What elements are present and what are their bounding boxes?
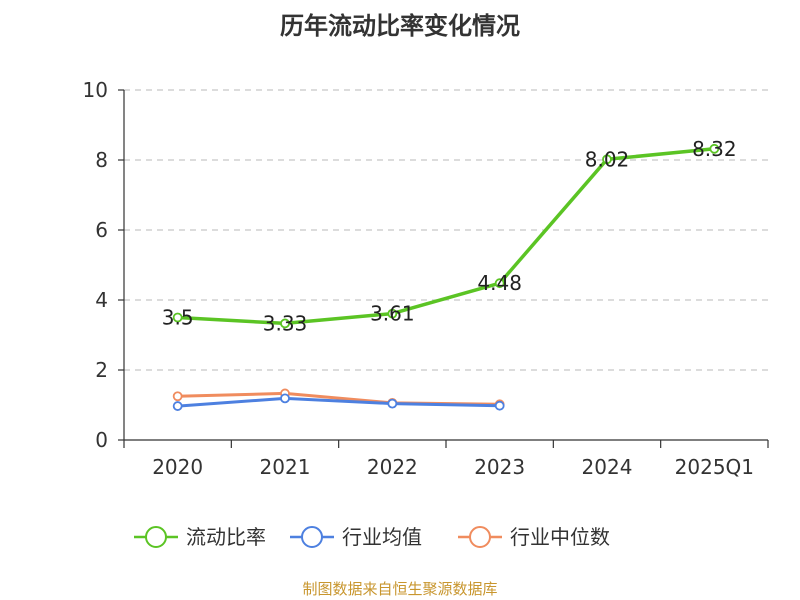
x-tick-label: 2022 — [367, 455, 418, 479]
legend[interactable]: 流动比率 行业均值 行业中位数 — [134, 525, 610, 549]
data-label: 3.61 — [370, 302, 415, 326]
data-point — [280, 318, 290, 329]
data-point — [387, 398, 398, 409]
x-tick-label: 2021 — [260, 455, 311, 479]
source-note: 制图数据来自恒生聚源数据库 — [302, 580, 498, 598]
legend-item[interactable]: 行业中位数 — [458, 525, 610, 549]
y-tick-label: 4 — [95, 288, 108, 312]
legend-item[interactable]: 流动比率 — [134, 525, 266, 549]
axes: 0 2 4 6 8 10 2020 2021 2022 2023 2024 2025Q1 — [83, 78, 769, 479]
legend-label: 行业中位数 — [510, 525, 610, 549]
legend-marker-icon — [145, 526, 167, 548]
data-point — [172, 401, 183, 411]
data-label: 3.5 — [162, 306, 194, 330]
data-point — [602, 154, 612, 165]
x-tick-label: 2024 — [582, 455, 633, 479]
y-tick-label: 0 — [95, 428, 108, 452]
y-tick-label: 6 — [95, 218, 108, 242]
y-tick-label: 2 — [95, 358, 108, 382]
data-point — [172, 312, 183, 323]
x-tick-label: 2020 — [152, 455, 203, 479]
y-tick-label: 10 — [83, 78, 108, 102]
grid-lines — [124, 89, 768, 371]
series-line — [175, 147, 717, 326]
x-tick-label: 2023 — [474, 455, 525, 479]
y-tick-label: 8 — [95, 148, 108, 172]
legend-item[interactable]: 行业均值 — [290, 525, 422, 549]
data-point — [709, 143, 720, 154]
legend-marker-icon — [469, 526, 491, 548]
legend-label: 行业均值 — [342, 525, 422, 549]
legend-marker-icon — [301, 526, 323, 548]
legend-label: 流动比率 — [186, 525, 266, 549]
data-label: 3.33 — [263, 311, 308, 335]
data-labels: 3.5 3.33 3.61 4.48 8.02 8.32 — [162, 137, 737, 336]
series-lines — [172, 143, 720, 411]
data-point — [494, 278, 505, 289]
data-label: 8.32 — [692, 137, 737, 161]
series-line — [176, 396, 502, 408]
x-tick-label: 2025Q1 — [675, 455, 754, 479]
data-point — [172, 391, 183, 402]
data-label: 4.48 — [477, 271, 522, 295]
chart-title: 历年流动比率变化情况 — [280, 12, 520, 40]
data-label: 8.02 — [585, 147, 630, 171]
data-point — [280, 393, 290, 404]
data-point — [387, 308, 398, 319]
data-point — [494, 400, 505, 411]
